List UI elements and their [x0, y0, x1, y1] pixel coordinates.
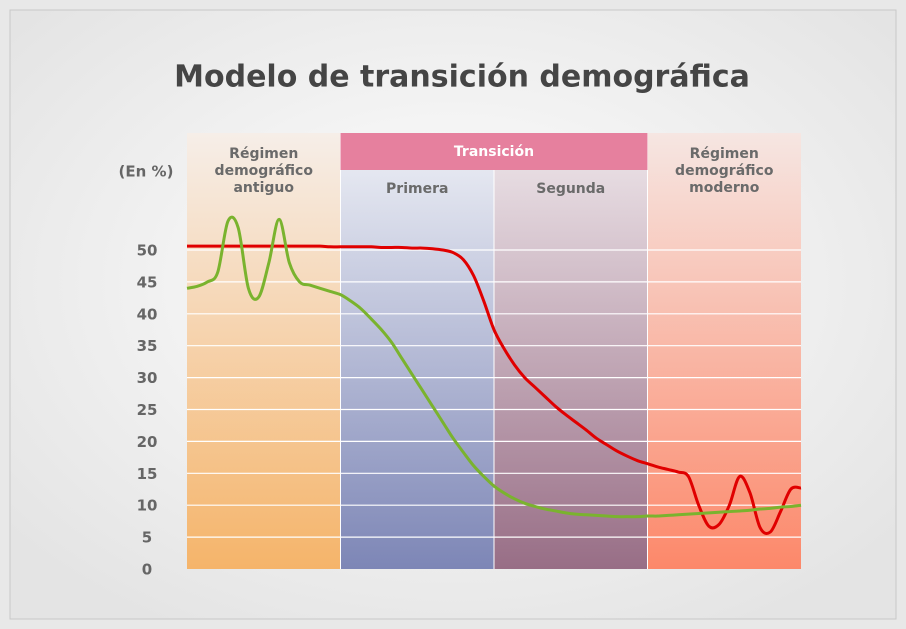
chart-title: Modelo de transición demográfica	[174, 60, 750, 95]
y-tick-label: 40	[137, 305, 158, 323]
region-label: Primera	[386, 181, 448, 197]
y-tick-label: 50	[137, 242, 158, 260]
y-tick-label: 25	[137, 401, 158, 419]
y-tick-label: 0	[142, 561, 152, 579]
y-tick-label: 5	[142, 529, 152, 547]
region-band	[647, 133, 801, 569]
region-label: Régimen demográfico moderno	[675, 146, 774, 196]
y-tick-label: 20	[137, 433, 158, 451]
region-band	[494, 133, 648, 569]
region-label: Segunda	[536, 181, 605, 197]
region-label: Régimen demográfico antiguo	[215, 146, 314, 196]
transition-header	[340, 133, 648, 170]
transition-label: Transición	[454, 144, 534, 160]
y-axis-label: (En %)	[119, 163, 174, 181]
series-line	[186, 215, 802, 519]
y-tick-label: 30	[137, 369, 158, 387]
y-tick-label: 10	[137, 497, 158, 515]
region-band	[340, 133, 494, 569]
series-line	[186, 244, 802, 535]
region-band	[187, 133, 341, 569]
y-tick-label: 15	[137, 465, 158, 483]
y-tick-label: 35	[137, 337, 158, 355]
y-tick-label: 45	[137, 273, 158, 291]
